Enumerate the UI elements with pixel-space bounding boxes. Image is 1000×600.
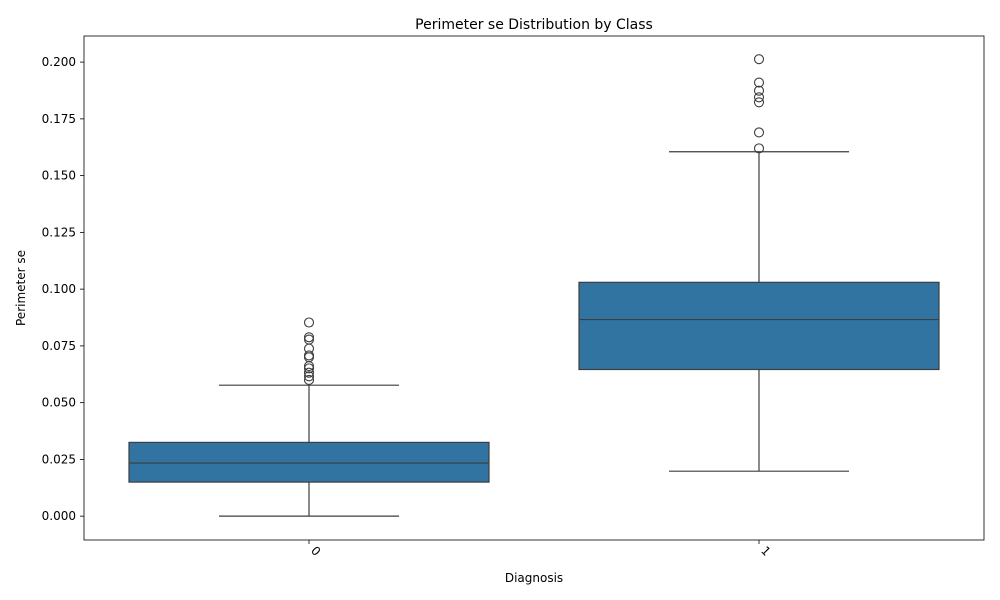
x-tick-label: 1	[758, 544, 773, 559]
outlier-point	[303, 317, 315, 328]
x-tick-label: 0	[308, 544, 323, 559]
y-axis-label: Perimeter se	[14, 250, 28, 326]
y-tick-label: 0.000	[42, 509, 76, 523]
box-group-0	[128, 317, 490, 517]
y-axis: 0.000 0.025 0.050 0.075 0.100 0.125 0.150 0.175…	[42, 55, 84, 523]
outlier-point	[753, 77, 765, 88]
y-tick-label: 0.125	[42, 225, 76, 239]
y-tick-label: 0.075	[42, 339, 76, 353]
outlier-point	[753, 54, 765, 65]
y-tick-label: 0.150	[42, 169, 76, 183]
outlier-point	[753, 85, 765, 96]
outlier-point	[303, 363, 315, 374]
x-axis-label: Diagnosis	[505, 571, 563, 585]
outlier-point	[303, 332, 315, 343]
plot-area	[128, 54, 940, 517]
outlier-point	[753, 92, 765, 103]
outlier-point	[303, 374, 315, 385]
y-tick-label: 0.025	[42, 452, 76, 466]
box-group-1	[578, 54, 940, 472]
outlier-point	[753, 127, 765, 138]
y-tick-label: 0.200	[42, 55, 76, 69]
iqr-box	[578, 281, 940, 371]
outlier-point	[753, 143, 765, 154]
outlier-point	[303, 371, 315, 382]
iqr-box	[128, 441, 490, 483]
chart-title: Perimeter se Distribution by Class	[415, 17, 653, 33]
outlier-point	[303, 334, 315, 345]
y-tick-label: 0.050	[42, 396, 76, 410]
y-tick-label: 0.100	[42, 282, 76, 296]
outlier-point	[303, 367, 315, 378]
plot-frame	[83, 35, 985, 541]
outlier-point	[753, 97, 765, 108]
y-tick-label: 0.175	[42, 112, 76, 126]
